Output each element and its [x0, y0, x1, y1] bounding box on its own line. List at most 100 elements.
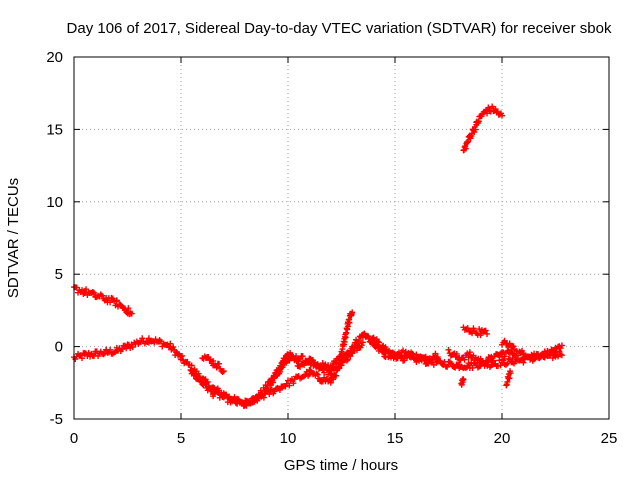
data-point-lower-band: [335, 364, 342, 371]
data-point-band-14-17: [380, 349, 387, 356]
data-point-bulk-track: [500, 357, 507, 364]
data-point-high-segment-a: [210, 357, 217, 364]
data-point-late-arc: [485, 104, 492, 111]
data-point-band-14-17: [427, 357, 434, 364]
data-point-lower-band: [260, 394, 267, 401]
data-point-band-14-17: [383, 348, 390, 355]
data-point-upper-band: [289, 352, 296, 359]
data-point-band-14-17: [433, 354, 440, 361]
data-point-band-18-23: [544, 347, 551, 354]
data-point-upper-band: [287, 349, 294, 356]
y-tick-label: 20: [46, 49, 63, 66]
data-point-band-18-23: [501, 353, 508, 360]
data-point-bulk-track: [469, 364, 476, 371]
data-point-upper-band: [349, 309, 356, 316]
data-point-upper-band: [329, 364, 336, 371]
x-tick-label: 15: [387, 430, 404, 447]
data-point-blip-18: [477, 332, 484, 339]
data-point-early-offset: [128, 310, 135, 317]
data-point-blip-20: [510, 343, 517, 350]
data-point-lower-band: [336, 365, 343, 372]
data-point-upper-band: [341, 338, 348, 345]
data-point-lower-band: [254, 397, 261, 404]
data-point-late-arc: [499, 112, 505, 119]
y-tick-label: 15: [46, 121, 63, 138]
x-tick-label: 10: [280, 430, 297, 447]
data-point-lower-band: [226, 393, 233, 400]
data-point-lower-band: [290, 380, 297, 387]
data-point-lower-band: [202, 381, 209, 388]
data-point-high-segment-a: [213, 364, 220, 371]
data-point-band-14-17: [373, 343, 380, 350]
data-point-band-14-17: [434, 354, 441, 361]
data-point-lower-band: [195, 374, 202, 381]
data-point-band-18-23: [466, 349, 473, 356]
data-point-band-14-17: [432, 350, 439, 357]
data-point-lower-band: [330, 376, 337, 383]
y-tick-label: 0: [55, 339, 63, 356]
y-tick-label: -5: [50, 411, 63, 428]
data-point-high-segment-a: [219, 369, 226, 376]
chart-title: Day 106 of 2017, Sidereal Day-to-day VTE…: [67, 20, 612, 37]
data-point-early-offset: [83, 286, 90, 293]
data-point-bulk-track: [557, 351, 564, 358]
data-point-band-14-17: [365, 335, 372, 342]
data-point-bulk-track: [119, 346, 126, 353]
data-point-band-18-23: [515, 352, 522, 359]
data-point-band-18-23: [558, 342, 565, 349]
data-point-bulk-track: [79, 355, 86, 362]
data-point-bulk-track: [299, 353, 306, 360]
data-point-high-segment-a: [216, 360, 223, 367]
data-point-upper-band: [277, 363, 284, 370]
data-point-bulk-track: [375, 339, 382, 346]
data-point-band-14-17: [378, 344, 385, 351]
data-point-early-offset: [113, 297, 120, 304]
data-point-late-arc: [493, 108, 500, 115]
data-point-band-14-17: [393, 354, 400, 361]
data-point-bulk-track: [170, 344, 177, 351]
data-point-bulk-track: [129, 344, 136, 351]
y-tick-label: 5: [55, 266, 63, 283]
data-point-lower-band: [344, 356, 351, 363]
data-point-bulk-track: [558, 352, 565, 359]
x-tick-label: 20: [494, 430, 511, 447]
data-point-blip-18: [484, 330, 491, 337]
data-point-early-offset: [117, 301, 124, 308]
data-point-band-14-17: [409, 350, 416, 357]
data-point-dip-20: [507, 370, 514, 377]
data-point-band-18-23: [477, 355, 484, 362]
data-point-blip-18: [464, 325, 471, 332]
data-point-bulk-track: [179, 352, 186, 359]
x-tick-label: 0: [70, 430, 78, 447]
data-point-early-offset: [125, 305, 132, 312]
data-point-late-arc: [472, 126, 479, 133]
data-point-blip-18: [482, 327, 489, 334]
data-point-lower-band: [191, 371, 198, 378]
data-point-bulk-track: [188, 362, 195, 369]
data-point-early-offset: [91, 289, 98, 296]
data-points: [71, 103, 565, 410]
data-point-blip-20: [511, 346, 518, 353]
data-point-band-14-17: [374, 342, 381, 349]
data-point-bulk-track: [353, 336, 360, 343]
data-point-lower-band: [276, 386, 283, 393]
data-point-upper-band: [346, 319, 353, 326]
data-point-lower-band: [339, 359, 346, 366]
data-point-lower-band: [247, 399, 254, 406]
data-point-lower-band: [266, 391, 273, 398]
data-point-lower-band: [286, 382, 293, 389]
data-point-band-18-23: [445, 346, 452, 353]
y-tick-label: 10: [46, 194, 63, 211]
data-point-bulk-track: [504, 360, 511, 367]
data-point-band-18-23: [490, 357, 497, 364]
data-point-lower-band: [358, 342, 365, 349]
data-point-dip-18: [460, 376, 467, 383]
data-point-bulk-track: [356, 337, 363, 344]
data-point-upper-band: [270, 379, 277, 386]
x-axis-label: GPS time / hours: [284, 457, 398, 474]
data-point-lower-band: [359, 339, 366, 346]
data-point-lower-band: [314, 371, 321, 378]
y-axis-label: SDTVAR / TECUs: [5, 178, 22, 298]
data-point-lower-band: [343, 357, 350, 364]
